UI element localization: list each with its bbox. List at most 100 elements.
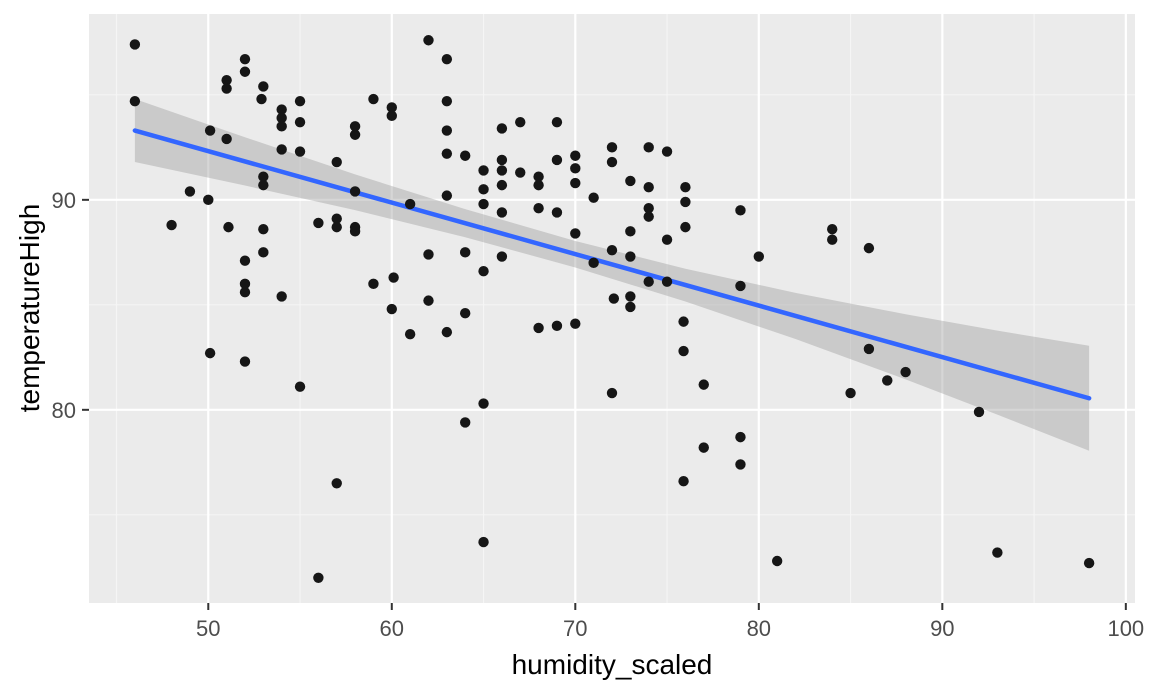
data-point bbox=[882, 375, 893, 386]
data-point bbox=[588, 257, 599, 269]
data-point bbox=[276, 112, 287, 124]
data-point bbox=[515, 116, 526, 128]
data-point bbox=[827, 234, 838, 245]
data-point bbox=[570, 318, 581, 329]
data-point bbox=[625, 226, 636, 237]
data-point bbox=[643, 142, 654, 153]
confidence-band bbox=[134, 99, 1090, 451]
data-point bbox=[606, 245, 618, 256]
x-tick-label: 100 bbox=[1107, 616, 1144, 641]
data-point bbox=[680, 196, 691, 208]
data-point bbox=[294, 116, 306, 128]
data-point bbox=[478, 266, 489, 277]
data-point bbox=[570, 177, 581, 189]
data-point bbox=[625, 175, 636, 187]
data-point bbox=[239, 287, 251, 298]
data-point bbox=[294, 381, 306, 392]
regression-line bbox=[132, 128, 1092, 401]
data-point bbox=[771, 555, 783, 567]
data-point bbox=[459, 150, 471, 161]
data-point bbox=[459, 247, 471, 258]
data-point bbox=[331, 156, 342, 168]
data-point bbox=[313, 572, 324, 584]
data-point bbox=[129, 39, 141, 50]
plot-panel bbox=[89, 14, 1135, 603]
data-point bbox=[129, 95, 141, 107]
data-point bbox=[588, 192, 599, 203]
data-point bbox=[478, 398, 489, 409]
data-point bbox=[349, 129, 361, 140]
data-point bbox=[678, 345, 689, 357]
data-point bbox=[827, 224, 838, 235]
data-point bbox=[680, 182, 691, 193]
data-point bbox=[258, 224, 269, 235]
data-point bbox=[606, 142, 618, 153]
data-point bbox=[386, 110, 397, 122]
data-point bbox=[496, 251, 508, 262]
data-point bbox=[551, 320, 563, 332]
x-tick-label: 70 bbox=[563, 616, 587, 641]
data-point bbox=[551, 207, 563, 218]
data-point bbox=[678, 316, 689, 327]
data-point bbox=[184, 186, 196, 197]
data-point bbox=[661, 276, 673, 287]
data-point bbox=[386, 102, 397, 113]
data-point bbox=[735, 459, 746, 470]
data-point bbox=[496, 207, 508, 218]
data-point bbox=[404, 198, 416, 210]
x-tick-label: 60 bbox=[380, 616, 404, 641]
data-point bbox=[606, 387, 618, 399]
data-point bbox=[478, 184, 489, 195]
data-point bbox=[478, 165, 489, 176]
data-point bbox=[331, 213, 342, 224]
x-tick-label: 90 bbox=[930, 616, 954, 641]
data-point bbox=[863, 343, 875, 355]
data-point bbox=[533, 322, 544, 334]
data-point bbox=[368, 93, 379, 105]
data-point bbox=[276, 121, 287, 132]
data-point bbox=[256, 93, 267, 105]
data-point bbox=[204, 347, 216, 359]
x-axis-title: humidity_scaled bbox=[511, 649, 713, 680]
data-point bbox=[735, 205, 746, 216]
data-point bbox=[698, 442, 709, 453]
data-point bbox=[496, 154, 508, 166]
data-point bbox=[863, 242, 875, 254]
data-point bbox=[643, 276, 654, 287]
data-point bbox=[221, 74, 232, 86]
data-point bbox=[845, 387, 856, 399]
data-point bbox=[680, 221, 691, 233]
data-point bbox=[313, 217, 324, 229]
data-point bbox=[441, 148, 453, 159]
data-point bbox=[496, 165, 508, 176]
data-point bbox=[276, 144, 287, 155]
x-tick-label: 50 bbox=[196, 616, 220, 641]
data-point bbox=[661, 146, 673, 157]
data-point bbox=[331, 221, 342, 233]
data-point bbox=[349, 121, 361, 132]
data-point bbox=[258, 171, 269, 182]
data-point bbox=[478, 198, 489, 210]
data-point bbox=[204, 125, 216, 136]
data-point bbox=[441, 95, 453, 107]
data-point bbox=[441, 125, 453, 136]
data-point bbox=[478, 536, 489, 548]
data-point bbox=[900, 366, 911, 378]
data-point bbox=[643, 182, 654, 193]
data-point bbox=[992, 547, 1003, 558]
data-point bbox=[423, 249, 434, 260]
data-point bbox=[678, 476, 689, 487]
data-point bbox=[388, 272, 399, 283]
data-point bbox=[368, 278, 379, 290]
data-point bbox=[459, 308, 471, 319]
data-point bbox=[570, 228, 581, 239]
data-point bbox=[753, 251, 765, 262]
data-point bbox=[276, 104, 287, 115]
data-point bbox=[258, 179, 269, 191]
data-point bbox=[294, 95, 306, 107]
data-point bbox=[423, 35, 434, 46]
data-point bbox=[973, 406, 985, 418]
data-point bbox=[698, 379, 709, 390]
data-point bbox=[349, 186, 361, 197]
data-point bbox=[515, 167, 526, 178]
